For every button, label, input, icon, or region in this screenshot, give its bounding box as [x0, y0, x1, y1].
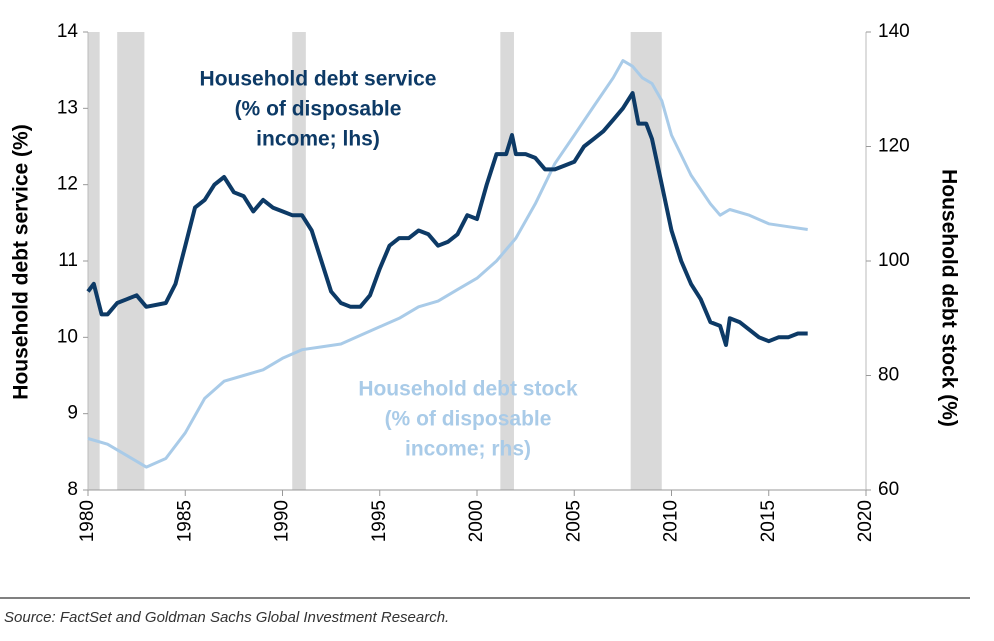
recession-band — [292, 32, 306, 490]
y-tick-label: 8 — [67, 479, 78, 500]
series-line — [87, 59, 808, 469]
annotation: income; rhs) — [405, 438, 531, 461]
x-tick-label: 1980 — [77, 500, 98, 542]
x-tick-label: 2010 — [661, 500, 682, 542]
y2-tick-label: 80 — [878, 365, 899, 386]
y2-tick-label: 140 — [878, 21, 910, 42]
y2-axis-label: Household debt stock (%) — [937, 169, 960, 427]
y-tick-label: 10 — [57, 326, 78, 347]
x-tick-label: 1995 — [369, 500, 390, 542]
y-tick-label: 14 — [57, 21, 79, 42]
y2-tick-label: 100 — [878, 250, 910, 271]
y-tick-label: 12 — [57, 174, 78, 195]
y-tick-label: 11 — [58, 250, 78, 271]
annotation: (% of disposable — [385, 408, 552, 431]
source: Source: FactSet and Goldman Sachs Global… — [4, 609, 449, 626]
x-tick-label: 2000 — [466, 500, 487, 542]
x-tick-label: 2005 — [563, 500, 584, 542]
x-tick-label: 1990 — [272, 500, 293, 542]
recession-band — [88, 32, 100, 490]
x-tick-label: 2020 — [855, 500, 876, 542]
annotation: (% of disposable — [235, 98, 402, 121]
annotation: Household debt stock — [358, 378, 578, 401]
annotation: Household debt service — [200, 68, 437, 91]
y-axis-label: Household debt service (%) — [10, 124, 33, 399]
y-tick-label: 13 — [57, 97, 78, 118]
y2-tick-label: 120 — [878, 136, 910, 157]
y-tick-label: 9 — [67, 403, 78, 424]
series-line — [86, 91, 808, 347]
x-tick-label: 2015 — [758, 500, 779, 542]
y2-tick-label: 60 — [878, 479, 899, 500]
annotation: income; lhs) — [256, 128, 380, 151]
x-tick-label: 1985 — [174, 500, 195, 542]
recession-band — [117, 32, 145, 490]
